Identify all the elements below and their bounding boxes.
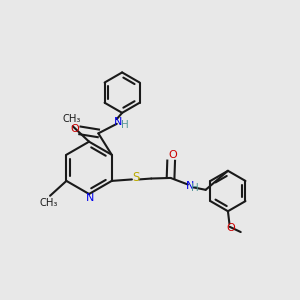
Text: H: H <box>121 120 128 130</box>
Text: O: O <box>168 150 177 160</box>
Text: S: S <box>132 171 140 184</box>
Text: N: N <box>114 117 122 128</box>
Text: N: N <box>86 193 95 202</box>
Text: CH₃: CH₃ <box>62 114 80 124</box>
Text: O: O <box>71 124 80 134</box>
Text: H: H <box>191 183 199 193</box>
Text: CH₃: CH₃ <box>39 198 58 208</box>
Text: N: N <box>185 181 194 191</box>
Text: O: O <box>226 223 235 233</box>
